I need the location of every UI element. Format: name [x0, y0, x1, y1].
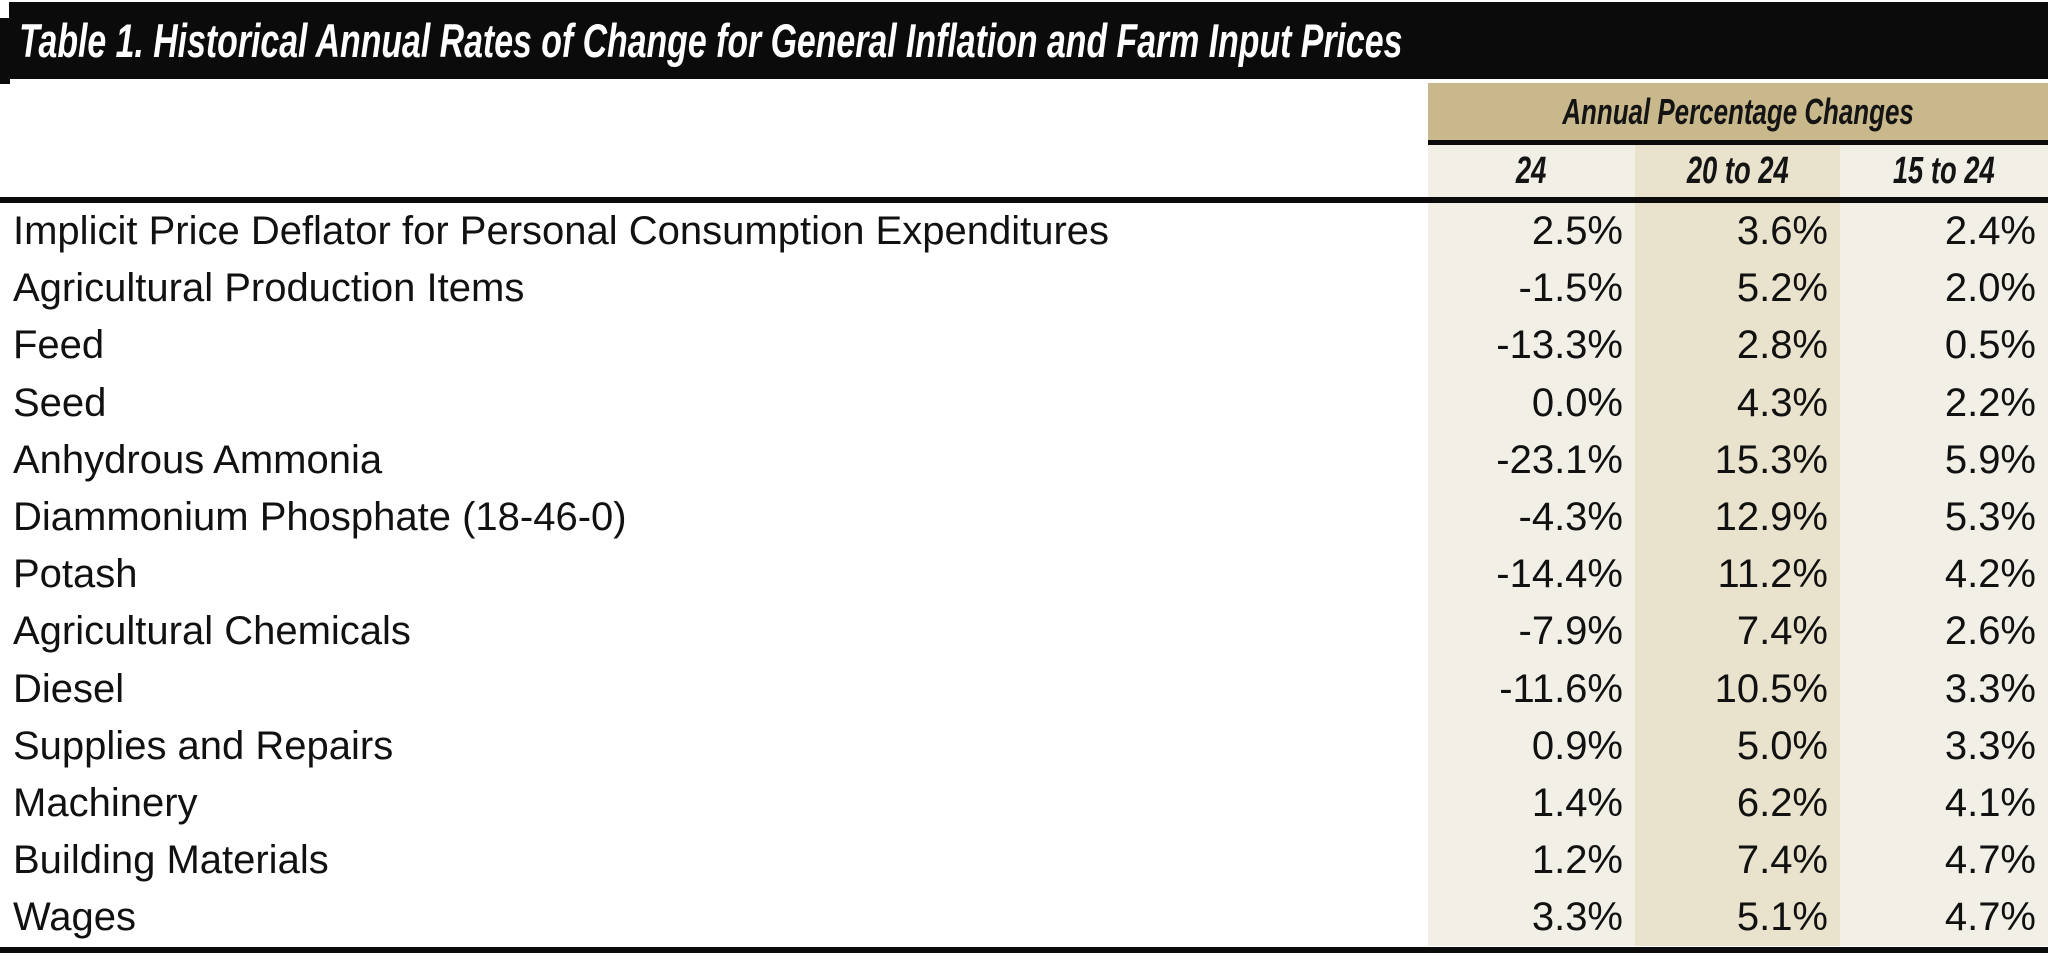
- value-cell-15-to-24: 5.9%: [1840, 431, 2048, 489]
- value-cell-15-to-24: 4.7%: [1840, 832, 2048, 890]
- table-row: Implicit Price Deflator for Personal Con…: [0, 203, 2048, 261]
- value-cell-15-to-24: 2.6%: [1840, 603, 2048, 661]
- table-row: Agricultural Production Items -1.5% 5.2%…: [0, 260, 2048, 318]
- value-cell-24: 2.5%: [1428, 203, 1635, 261]
- value-cell-15-to-24: 0.5%: [1840, 317, 2048, 375]
- header-body-divider-rule: [0, 197, 2048, 203]
- row-label: Anhydrous Ammonia: [0, 431, 1428, 489]
- table-row: Feed -13.3% 2.8% 0.5%: [0, 317, 2048, 375]
- value-cell-24: -11.6%: [1428, 660, 1635, 718]
- row-label: Wages: [0, 889, 1428, 947]
- value-cell-24: 1.4%: [1428, 774, 1635, 833]
- column-header-24: 24: [1428, 145, 1635, 197]
- value-cell-15-to-24: 2.2%: [1840, 374, 2048, 432]
- row-label: Agricultural Production Items: [0, 260, 1428, 318]
- table-header-area: Annual Percentage Changes 24 20 to 24 15…: [1428, 83, 2048, 197]
- value-cell-24: -14.4%: [1428, 546, 1635, 604]
- row-label: Supplies and Repairs: [0, 717, 1428, 775]
- group-header: Annual Percentage Changes: [1428, 83, 2048, 140]
- value-cell-15-to-24: 4.1%: [1840, 774, 2048, 833]
- table-bottom-rule: [0, 947, 2048, 953]
- column-header-24-label: 24: [1516, 149, 1547, 192]
- value-cell-15-to-24: 4.7%: [1840, 889, 2048, 947]
- row-label: Agricultural Chemicals: [0, 603, 1428, 661]
- table-row: Machinery 1.4% 6.2% 4.1%: [0, 774, 2048, 833]
- header-divider-rule: [1428, 140, 2048, 145]
- value-cell-15-to-24: 3.3%: [1840, 717, 2048, 775]
- table-title-bar: Table 1. Historical Annual Rates of Chan…: [9, 2, 2048, 79]
- value-cell-20-to-24: 15.3%: [1635, 431, 1840, 489]
- value-cell-20-to-24: 5.1%: [1635, 889, 1840, 947]
- row-label: Diesel: [0, 660, 1428, 718]
- value-cell-15-to-24: 4.2%: [1840, 546, 2048, 604]
- column-header-20-to-24: 20 to 24: [1635, 145, 1840, 197]
- column-header-20-to-24-label: 20 to 24: [1686, 149, 1789, 192]
- table-title: Table 1. Historical Annual Rates of Chan…: [19, 14, 1403, 67]
- value-cell-20-to-24: 7.4%: [1635, 603, 1840, 661]
- value-cell-24: 3.3%: [1428, 889, 1635, 947]
- value-cell-20-to-24: 10.5%: [1635, 660, 1840, 718]
- table-row: Wages 3.3% 5.1% 4.7%: [0, 889, 2048, 947]
- value-cell-20-to-24: 4.3%: [1635, 374, 1840, 432]
- row-label: Potash: [0, 546, 1428, 604]
- table-row: Building Materials 1.2% 7.4% 4.7%: [0, 832, 2048, 890]
- table-row: Anhydrous Ammonia -23.1% 15.3% 5.9%: [0, 431, 2048, 489]
- value-cell-24: 0.0%: [1428, 374, 1635, 432]
- table-body: Implicit Price Deflator for Personal Con…: [0, 203, 2048, 947]
- value-cell-24: -4.3%: [1428, 488, 1635, 547]
- row-label: Machinery: [0, 774, 1428, 833]
- value-cell-24: -23.1%: [1428, 431, 1635, 489]
- row-label: Seed: [0, 374, 1428, 432]
- value-cell-15-to-24: 3.3%: [1840, 660, 2048, 718]
- value-cell-24: 0.9%: [1428, 717, 1635, 775]
- value-cell-24: -7.9%: [1428, 603, 1635, 661]
- value-cell-20-to-24: 7.4%: [1635, 832, 1840, 890]
- value-cell-20-to-24: 6.2%: [1635, 774, 1840, 833]
- column-header-15-to-24-label: 15 to 24: [1893, 149, 1995, 192]
- table-row: Diesel -11.6% 10.5% 3.3%: [0, 660, 2048, 718]
- table-row: Agricultural Chemicals -7.9% 7.4% 2.6%: [0, 603, 2048, 661]
- row-label: Diammonium Phosphate (18-46-0): [0, 488, 1428, 547]
- value-cell-15-to-24: 2.0%: [1840, 260, 2048, 318]
- value-cell-20-to-24: 5.0%: [1635, 717, 1840, 775]
- table-row: Supplies and Repairs 0.9% 5.0% 3.3%: [0, 717, 2048, 775]
- value-cell-24: -13.3%: [1428, 317, 1635, 375]
- table-row: Potash -14.4% 11.2% 4.2%: [0, 546, 2048, 604]
- value-cell-20-to-24: 11.2%: [1635, 546, 1840, 604]
- row-label: Building Materials: [0, 832, 1428, 890]
- value-cell-15-to-24: 2.4%: [1840, 203, 2048, 261]
- row-label: Feed: [0, 317, 1428, 375]
- value-cell-20-to-24: 5.2%: [1635, 260, 1840, 318]
- column-headers-row: 24 20 to 24 15 to 24: [1428, 145, 2048, 197]
- title-bar-notch: [0, 18, 10, 84]
- group-header-label: Annual Percentage Changes: [1562, 90, 1914, 132]
- table-row: Seed 0.0% 4.3% 2.2%: [0, 374, 2048, 432]
- value-cell-20-to-24: 2.8%: [1635, 317, 1840, 375]
- column-header-15-to-24: 15 to 24: [1840, 145, 2048, 197]
- row-label: Implicit Price Deflator for Personal Con…: [0, 203, 1428, 261]
- value-cell-24: 1.2%: [1428, 832, 1635, 890]
- value-cell-20-to-24: 3.6%: [1635, 203, 1840, 261]
- value-cell-15-to-24: 5.3%: [1840, 488, 2048, 547]
- value-cell-24: -1.5%: [1428, 260, 1635, 318]
- value-cell-20-to-24: 12.9%: [1635, 488, 1840, 547]
- table-row: Diammonium Phosphate (18-46-0) -4.3% 12.…: [0, 488, 2048, 547]
